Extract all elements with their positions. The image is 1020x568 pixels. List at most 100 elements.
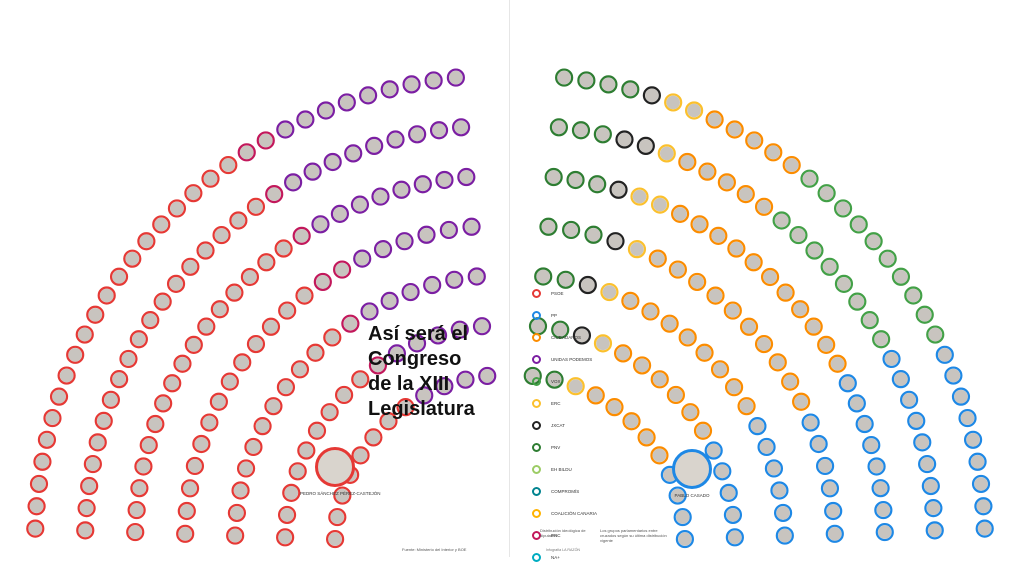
deputy-photo: [475, 319, 489, 334]
deputy-seat: [330, 204, 350, 223]
deputy-photo: [452, 322, 467, 337]
deputy-photo: [757, 200, 771, 214]
party-ring: [772, 211, 791, 230]
party-ring: [408, 125, 427, 144]
party-ring: [593, 125, 612, 144]
legend-label: VOX: [551, 378, 561, 384]
party-ring: [882, 349, 901, 369]
deputy-photo: [823, 481, 837, 496]
party-ring: [457, 167, 476, 187]
party-ring: [428, 326, 448, 345]
party-ring: [229, 211, 248, 230]
party-ring: [351, 370, 370, 389]
deputy-photo: [221, 158, 236, 172]
deputy-seat: [685, 101, 704, 120]
deputy-seat: [209, 392, 228, 411]
party-ring: [754, 197, 774, 216]
deputy-photo: [442, 223, 456, 237]
party-ring: [566, 170, 585, 190]
deputy-seat: [467, 267, 486, 286]
deputy-seat: [350, 195, 370, 214]
party-ring: [578, 275, 597, 295]
deputy-seat: [181, 257, 200, 276]
party-ring: [599, 75, 618, 94]
party-ring: [435, 377, 454, 396]
deputy-photo: [579, 73, 594, 88]
leader-photo: [315, 447, 355, 487]
deputy-seat: [134, 457, 153, 476]
deputy-seat: [678, 328, 697, 347]
party-ring: [129, 330, 148, 349]
deputy-photo: [726, 303, 740, 318]
party-ring: [163, 374, 182, 393]
deputy-seat: [744, 253, 763, 272]
party-ring: [265, 184, 284, 204]
party-ring: [225, 283, 244, 302]
deputy-photo: [966, 433, 980, 447]
deputy-photo: [590, 177, 604, 192]
deputy-photo: [793, 302, 807, 317]
deputy-photo: [99, 288, 114, 303]
legend-item: VOX: [532, 370, 602, 392]
deputy-seat: [257, 253, 276, 272]
party-ring: [776, 283, 795, 302]
deputy-seat: [292, 226, 311, 245]
deputy-seat: [326, 529, 345, 549]
party-ring: [184, 335, 203, 354]
deputy-photo: [976, 499, 991, 514]
party-ring: [386, 130, 405, 149]
deputy-photo: [178, 527, 192, 541]
party-ring: [220, 372, 239, 391]
deputy-seat: [173, 354, 192, 373]
deputy-photo: [325, 330, 340, 345]
deputy-seat: [968, 452, 987, 471]
deputy-seat: [670, 204, 690, 223]
party-ring: [817, 184, 836, 203]
deputy-seat: [395, 232, 414, 251]
deputy-seat: [566, 170, 585, 190]
deputy-photo: [112, 372, 126, 386]
deputy-seat: [739, 317, 759, 336]
deputy-photo: [928, 327, 943, 342]
party-ring: [913, 433, 932, 452]
deputy-seat: [678, 152, 697, 172]
deputy-photo: [371, 358, 385, 373]
party-ring: [197, 317, 216, 336]
party-ring: [439, 220, 458, 240]
deputy-photo: [231, 213, 246, 228]
deputy-seat: [166, 274, 186, 293]
party-ring: [139, 435, 158, 455]
deputy-photo: [602, 285, 617, 299]
deputy-seat: [690, 215, 709, 234]
deputy-photo: [366, 430, 381, 445]
party-ring: [123, 249, 142, 268]
deputy-seat: [681, 403, 700, 422]
deputy-photo: [132, 481, 147, 495]
deputy-seat: [219, 155, 238, 175]
deputy-seat: [770, 481, 789, 500]
deputy-seat: [344, 144, 363, 163]
deputy-photo: [212, 394, 226, 409]
party-ring: [360, 302, 379, 321]
deputy-seat: [926, 325, 945, 344]
deputy-photo: [390, 346, 404, 361]
deputy-photo: [410, 127, 424, 142]
party-ring: [307, 421, 327, 440]
deputy-photo: [169, 277, 183, 291]
party-ring: [86, 305, 105, 324]
deputy-photo: [720, 175, 734, 190]
party-ring: [201, 169, 220, 188]
deputy-photo: [308, 345, 323, 360]
deputy-seat: [725, 120, 744, 139]
deputy-photo: [223, 374, 237, 389]
party-ring: [725, 120, 744, 139]
deputy-seat: [600, 282, 619, 302]
deputy-photo: [924, 479, 938, 493]
deputy-seat: [201, 169, 220, 188]
deputy-photo: [333, 207, 347, 221]
deputy-photo: [353, 448, 368, 463]
party-ring: [323, 152, 342, 172]
party-ring: [379, 412, 398, 431]
party-ring: [127, 500, 146, 520]
